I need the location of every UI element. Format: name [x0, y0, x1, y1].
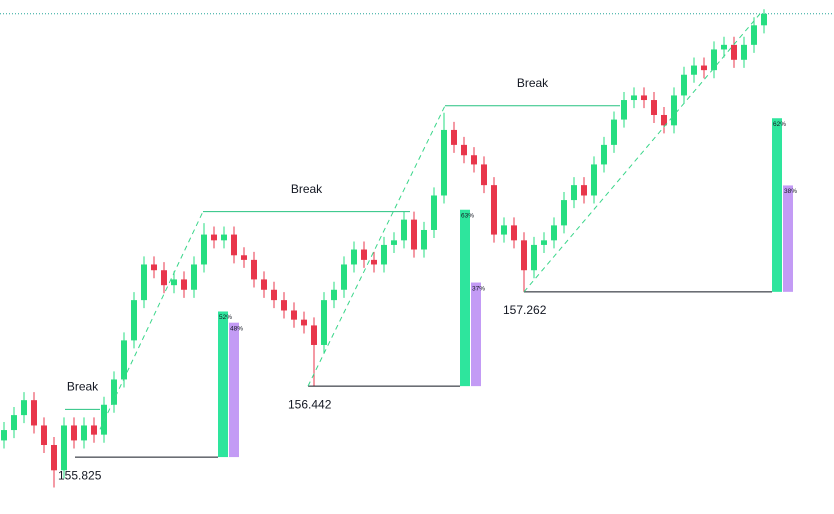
candle-body — [121, 340, 127, 380]
candle-body — [211, 234, 217, 241]
low-label: 157.262 — [503, 303, 547, 317]
candle-body — [371, 259, 377, 265]
candle-body — [111, 379, 117, 405]
candle-body — [261, 279, 267, 290]
trend-dash — [523, 13, 761, 293]
bull-bar — [460, 209, 470, 387]
candle-body — [391, 240, 397, 245]
candle-body — [241, 255, 247, 260]
low-label: 156.442 — [288, 397, 332, 411]
candle-body — [601, 144, 607, 165]
candle-body — [21, 400, 27, 416]
candle-body — [731, 44, 737, 60]
bull-bar — [772, 118, 782, 292]
candle-body — [361, 249, 367, 260]
trend-dash — [307, 105, 446, 387]
candle-body — [181, 279, 187, 290]
candle-body — [201, 234, 207, 265]
candle-body — [151, 264, 157, 271]
candle-body — [51, 445, 57, 471]
candle-body — [571, 185, 577, 201]
candle-body — [61, 425, 67, 471]
candle-body — [671, 95, 677, 126]
candle-body — [651, 100, 657, 115]
candle-body — [611, 119, 617, 145]
candle-body — [701, 65, 707, 71]
candle-body — [751, 25, 757, 45]
candle-body — [291, 310, 297, 320]
candle-body — [541, 240, 547, 245]
candle-body — [231, 234, 237, 256]
candle-body — [221, 234, 227, 241]
candle-body — [691, 65, 697, 75]
candle-body — [451, 129, 457, 145]
candle-body — [311, 325, 317, 345]
candle-body — [431, 195, 437, 230]
bear-bar — [471, 282, 481, 387]
candle-body — [511, 225, 517, 241]
candle-body — [551, 225, 557, 241]
bear-pct: 38% — [784, 188, 797, 195]
candle-body — [591, 164, 597, 196]
candle-body — [531, 244, 537, 271]
candle-body — [161, 270, 167, 286]
candle-body — [271, 289, 277, 301]
low-label: 155.825 — [58, 468, 102, 482]
candle-body — [31, 400, 37, 426]
candle-body — [761, 13, 767, 26]
break-label: Break — [291, 182, 323, 196]
candle-body — [471, 155, 477, 165]
bull-bar — [218, 311, 228, 458]
candle-body — [491, 185, 497, 235]
break-label: Break — [67, 380, 99, 394]
break-label: Break — [517, 76, 549, 90]
candle-body — [91, 425, 97, 435]
candle-body — [631, 95, 637, 101]
candle-body — [171, 279, 177, 286]
candle-body — [581, 185, 587, 196]
candle-body — [71, 425, 77, 441]
candle-body — [331, 289, 337, 301]
bear-bar — [229, 322, 239, 458]
candle-body — [521, 240, 527, 271]
candle-body — [1, 430, 7, 441]
candle-body — [411, 219, 417, 250]
candle-body — [301, 319, 307, 326]
candle-body — [141, 264, 147, 301]
candle-body — [281, 300, 287, 311]
candle-body — [101, 404, 107, 435]
candle-body — [661, 114, 667, 126]
bull-pct: 63% — [461, 212, 474, 219]
candle-body — [641, 95, 647, 101]
candle-body — [401, 219, 407, 241]
candle-body — [321, 300, 327, 345]
candle-body — [251, 259, 257, 280]
bear-bar — [783, 185, 793, 292]
candle-body — [561, 200, 567, 226]
bear-pct: 37% — [472, 285, 485, 292]
bull-pct: 52% — [219, 314, 232, 321]
candle-body — [421, 229, 427, 250]
candle-body — [131, 300, 137, 341]
candle-body — [351, 249, 357, 265]
candle-body — [341, 264, 347, 290]
candle-body — [721, 44, 727, 50]
candle-body — [11, 415, 17, 431]
candle-body — [81, 425, 87, 441]
candle-body — [681, 74, 687, 96]
candle-body — [481, 164, 487, 186]
bear-pct: 48% — [230, 325, 243, 332]
candle-body — [191, 264, 197, 290]
trend-dash — [99, 211, 204, 430]
candle-body — [381, 244, 387, 265]
candle-body — [711, 49, 717, 71]
bull-pct: 62% — [773, 121, 786, 128]
candle-body — [441, 129, 447, 196]
candle-body — [741, 44, 747, 60]
candle-body — [621, 100, 627, 120]
candle-body — [41, 425, 47, 446]
candle-body — [501, 225, 507, 235]
candle-body — [461, 144, 467, 156]
